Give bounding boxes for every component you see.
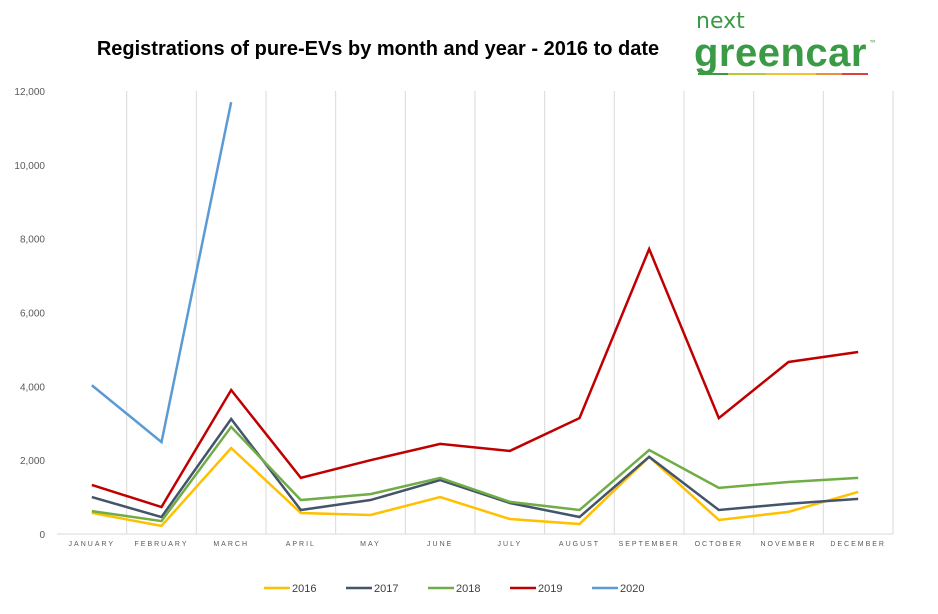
x-tick-label: JULY: [498, 541, 523, 548]
logo-next: next: [696, 9, 745, 34]
y-tick-label: 8,000: [20, 235, 45, 246]
logo-bar-red: [842, 73, 868, 75]
series-line-2017: [91, 416, 859, 519]
legend-label-2020: 2020: [620, 583, 644, 595]
x-tick-label: MARCH: [213, 541, 249, 548]
nextgreencar-logo: next greencar ™: [694, 10, 894, 75]
logo-greencar: greencar: [694, 31, 867, 75]
x-tick-label: OCTOBER: [695, 541, 744, 548]
x-tick-label: MAY: [360, 541, 381, 548]
logo-bar-green: [698, 73, 728, 75]
x-tick-label: JANUARY: [69, 541, 116, 548]
x-tick-label: AUGUST: [559, 541, 600, 548]
series-line-2020: [91, 101, 233, 445]
y-tick-label: 6,000: [20, 309, 45, 320]
logo-color-bar: [698, 73, 868, 75]
legend-label-2019: 2019: [538, 583, 562, 595]
y-tick-label: 0: [39, 530, 45, 541]
y-tick-label: 2,000: [20, 456, 45, 467]
gridlines: [126, 91, 894, 534]
logo-wordmark-row: greencar ™: [694, 31, 894, 75]
x-tick-label: DECEMBER: [830, 541, 886, 548]
x-axis: JANUARY FEBRUARY MARCH APRIL MAY JUNE JULY AUGU…: [57, 533, 893, 548]
x-tick-label: JUNE: [427, 541, 453, 548]
legend: 2016 2017 2018 2019 2020: [264, 583, 644, 595]
x-tick-label: SEPTEMBER: [619, 541, 680, 548]
logo-bar-yellow: [766, 73, 816, 75]
logo-bar-yellowgreen: [728, 73, 766, 75]
legend-label-2016: 2016: [292, 583, 316, 595]
series-lines: [91, 101, 859, 528]
y-axis: 0 2,000 4,000 6,000 8,000 10,000 12,000: [14, 87, 45, 541]
logo-tm: ™: [868, 39, 877, 48]
series-line-2018: [91, 425, 859, 523]
logo-bar-orange: [816, 73, 842, 75]
chart-title: Registrations of pure-EVs by month and y…: [96, 38, 660, 60]
series-line-2019: [91, 245, 859, 509]
x-tick-label: NOVEMBER: [760, 541, 816, 548]
x-tick-label: FEBRUARY: [135, 541, 189, 548]
legend-label-2018: 2018: [456, 583, 480, 595]
y-tick-label: 10,000: [14, 161, 45, 172]
legend-label-2017: 2017: [374, 583, 398, 595]
x-tick-label: APRIL: [286, 541, 316, 548]
y-tick-label: 12,000: [14, 87, 45, 98]
series-line-2016: [91, 446, 859, 528]
y-tick-label: 4,000: [20, 382, 45, 393]
